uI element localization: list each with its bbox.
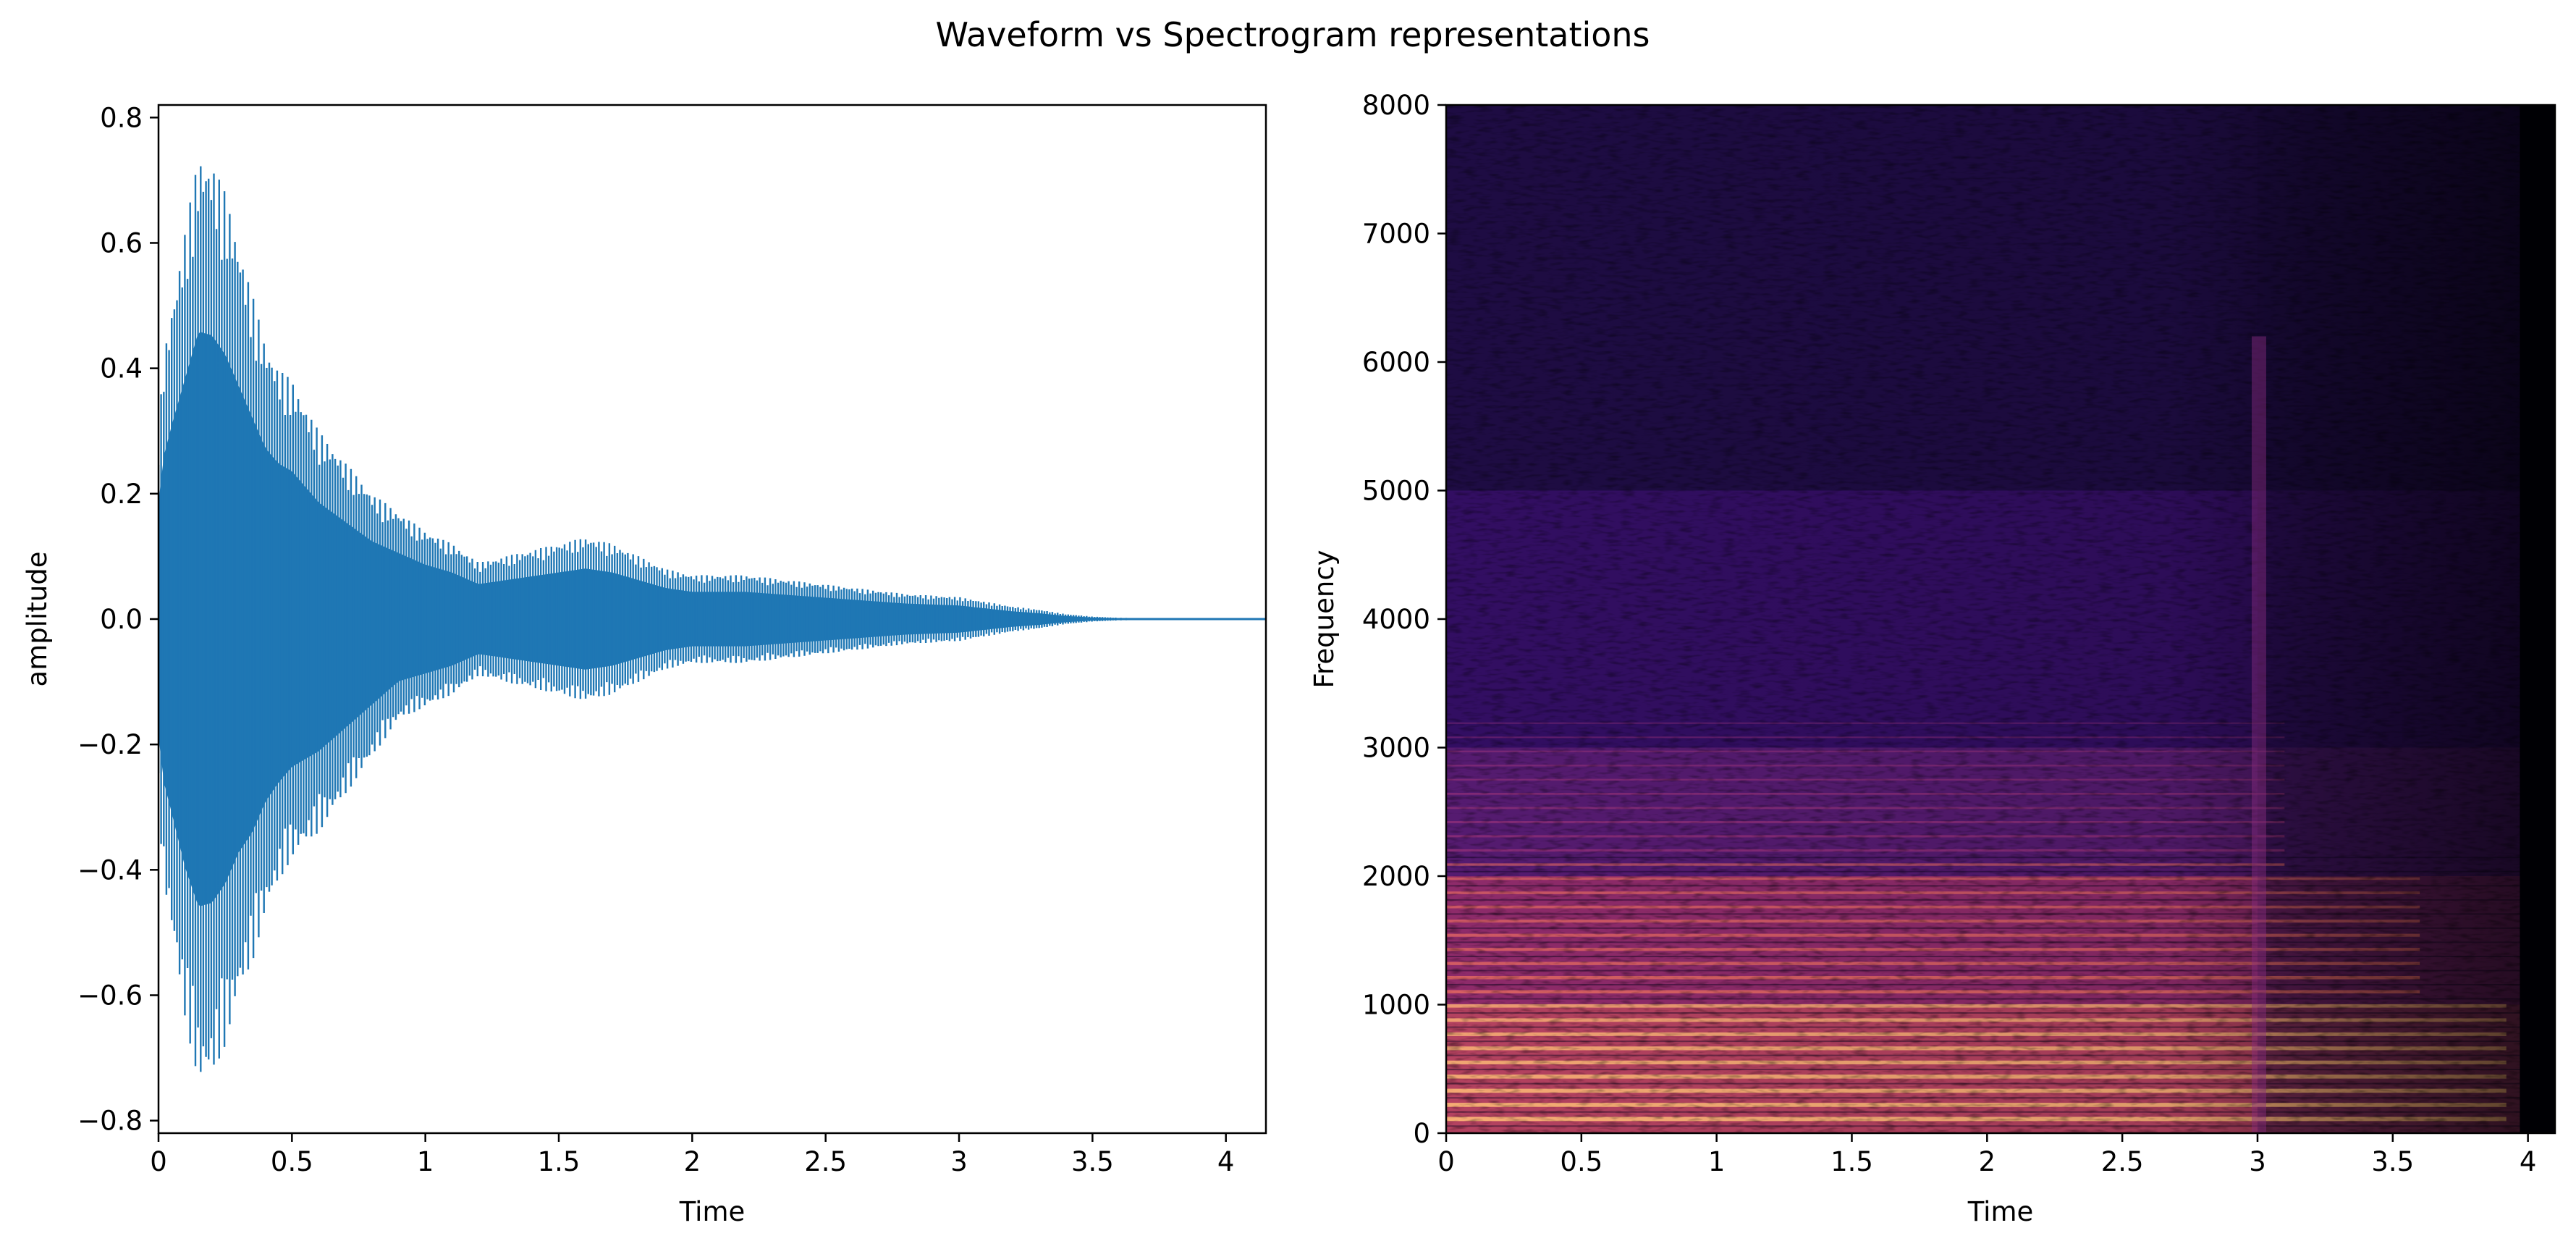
waveform-xtick-label: 1: [417, 1146, 434, 1177]
spectrogram-xtick-label: 3.5: [2371, 1146, 2414, 1177]
waveform-xtick-label: 4: [1217, 1146, 1235, 1177]
spectrogram-y-ticks: 8000 7000 6000 5000 4000 3000 2000 1000 0: [1362, 90, 1446, 1149]
waveform-xtick-label: 0.5: [271, 1146, 313, 1177]
waveform-x-axis-label: Time: [679, 1196, 746, 1227]
spectrogram-xtick-label: 1: [1708, 1146, 1726, 1177]
waveform-xtick-label: 3: [950, 1146, 968, 1177]
waveform-xtick-label: 0: [150, 1146, 167, 1177]
waveform-ytick-label: −0.4: [77, 854, 143, 886]
spectrogram-ytick-label: 8000: [1362, 90, 1430, 121]
waveform-xtick-label: 2.5: [804, 1146, 847, 1177]
spectrogram-ytick-label: 0: [1413, 1118, 1430, 1149]
waveform-ytick-label: −0.2: [77, 729, 143, 760]
figure-title: Waveform vs Spectrogram representations: [935, 15, 1650, 54]
spectrogram-ytick-label: 1000: [1362, 990, 1430, 1021]
spectrogram-ytick-label: 5000: [1362, 476, 1430, 507]
spectrogram-xtick-label: 2: [1979, 1146, 1996, 1177]
waveform-ytick-label: 0.4: [100, 353, 143, 384]
spectrogram-xtick-label: 4: [2520, 1146, 2537, 1177]
waveform-xtick-label: 3.5: [1071, 1146, 1114, 1177]
waveform-ytick-label: −0.8: [77, 1106, 143, 1137]
spectrogram-xtick-label: 0: [1437, 1146, 1455, 1177]
spectrogram-noise-texture: [1446, 105, 2555, 1133]
spectrogram-ytick-label: 4000: [1362, 604, 1430, 635]
spectrogram-xtick-label: 1.5: [1830, 1146, 1873, 1177]
waveform-ytick-label: 0.8: [100, 102, 143, 133]
spectrogram-x-axis-label: Time: [1967, 1196, 2034, 1227]
spectrogram-y-axis-label: Frequency: [1309, 550, 1340, 688]
waveform-xtick-label: 1.5: [538, 1146, 580, 1177]
waveform-xtick-label: 2: [684, 1146, 701, 1177]
spectrogram-panel: 0 0.5 1 1.5 2 2.5 3 3.5 4 8000 7000 6000 5000 4000 30…: [1309, 90, 2556, 1227]
waveform-ytick-label: 0.6: [100, 227, 143, 258]
spectrogram-plot-area: [1446, 105, 2555, 1133]
spectrogram-xtick-label: 3: [2249, 1146, 2266, 1177]
waveform-ytick-label: 0.2: [100, 479, 143, 510]
spectrogram-ytick-label: 6000: [1362, 347, 1430, 378]
spectrogram-ytick-label: 3000: [1362, 733, 1430, 764]
waveform-x-ticks: 0 0.5 1 1.5 2 2.5 3 3.5 4: [150, 1133, 1234, 1177]
waveform-ytick-label: 0.0: [100, 604, 143, 635]
waveform-ytick-label: −0.6: [77, 980, 143, 1012]
waveform-plot-area: [159, 166, 1266, 1072]
spectrogram-ytick-label: 7000: [1362, 219, 1430, 250]
spectrogram-silence-region: [2520, 105, 2555, 1133]
waveform-y-ticks: 0.8 0.6 0.4 0.2 0.0 −0.2 −0.4 −0.6 −0.8: [77, 102, 159, 1137]
spectrogram-ytick-label: 2000: [1362, 861, 1430, 892]
spectrogram-xtick-label: 2.5: [2101, 1146, 2144, 1177]
waveform-panel: 0 0.5 1 1.5 2 2.5 3 3.5 4 0.8 0.6 0.4 0.2 0.0 −0.2 −0.…: [22, 102, 1267, 1227]
spectrogram-xtick-label: 0.5: [1560, 1146, 1602, 1177]
spectrogram-onset-streak: [2251, 336, 2266, 1133]
waveform-y-axis-label: amplitude: [22, 552, 53, 687]
spectrogram-x-ticks: 0 0.5 1 1.5 2 2.5 3 3.5 4: [1437, 1133, 2536, 1177]
